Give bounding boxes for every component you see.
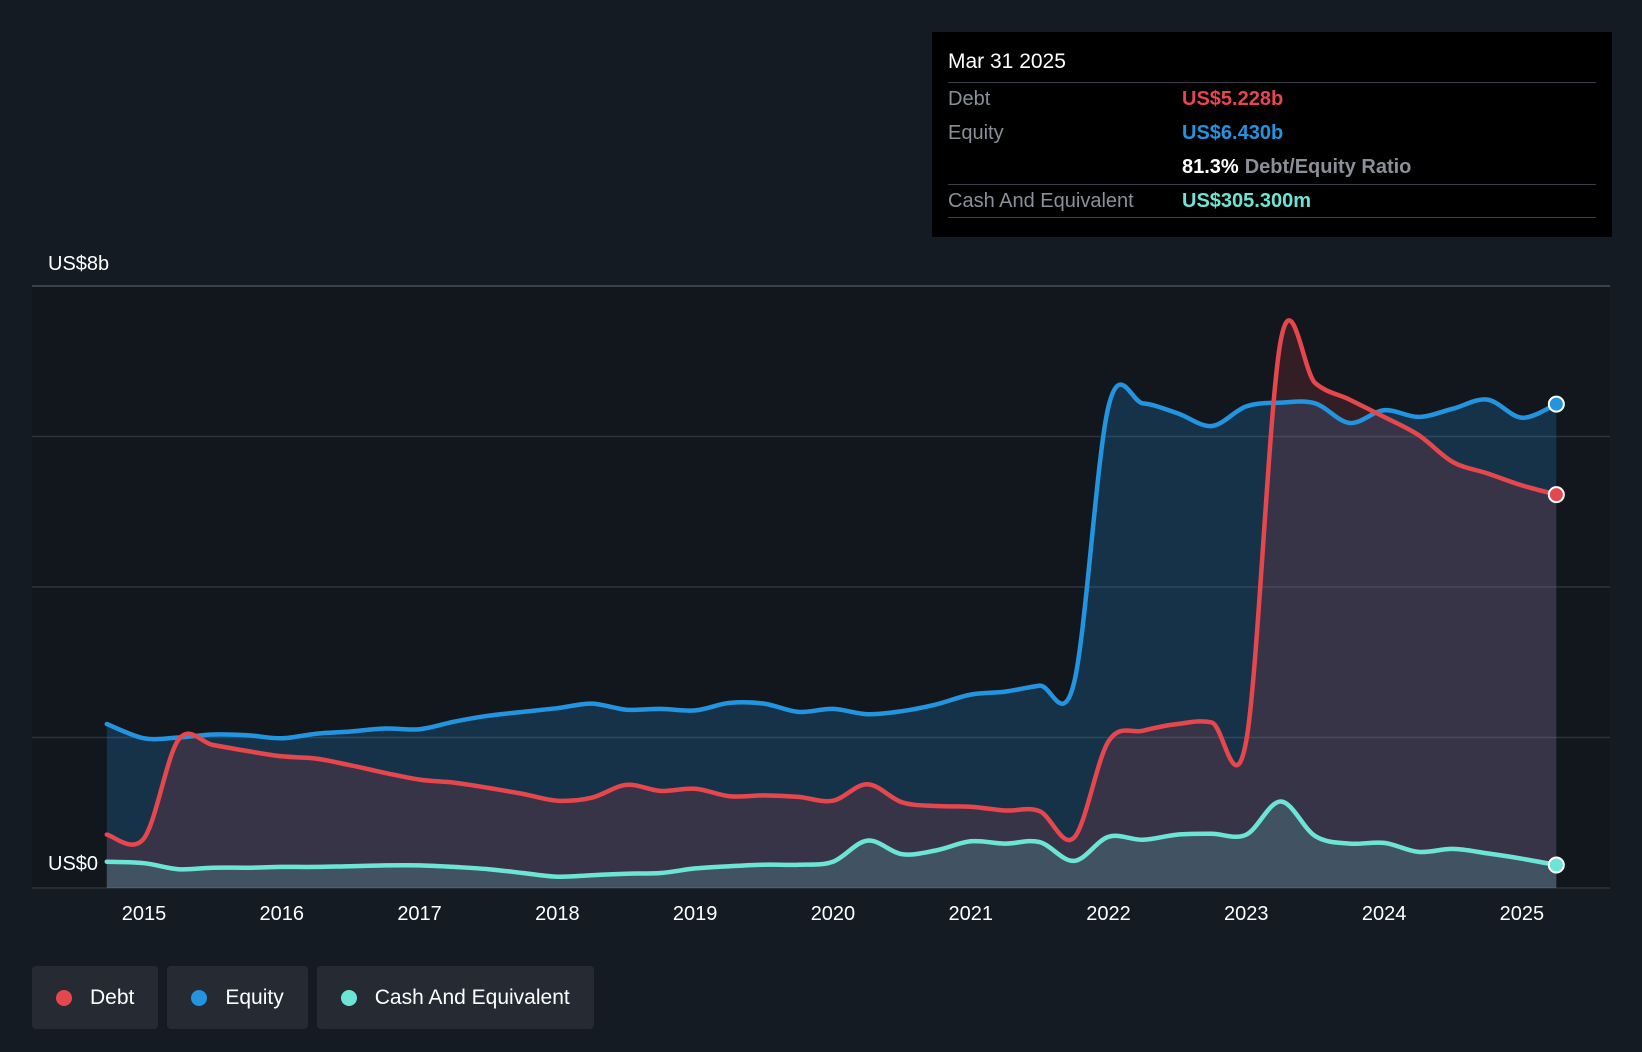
x-tick-label: 2025 <box>1500 903 1545 925</box>
equity-area <box>106 384 1557 888</box>
tooltip-cash-value: US$305.300m <box>1182 189 1311 212</box>
legend-label-cash: Cash And Equivalent <box>374 985 570 1009</box>
tooltip-ratio-row: 81.3% Debt/Equity Ratio <box>948 150 1596 184</box>
equity-line <box>104 382 1559 742</box>
y-axis-min-label: US$0 <box>48 853 98 875</box>
series-lines <box>104 318 1559 880</box>
x-tick-label: 2020 <box>811 903 856 925</box>
cash-line <box>104 799 1559 880</box>
tooltip-cash-row: Cash And Equivalent US$305.300m <box>948 184 1596 218</box>
x-tick-label: 2019 <box>673 903 718 925</box>
legend-item-debt[interactable]: Debt <box>32 966 159 1029</box>
legend-dot-equity-icon <box>191 989 208 1006</box>
series-end-markers[interactable] <box>1547 395 1565 874</box>
data-tooltip: Mar 31 2025 Debt US$5.228b Equity US$6.4… <box>932 32 1612 237</box>
tooltip-equity-value: US$6.430b <box>1182 121 1284 144</box>
x-tick-label: 2022 <box>1086 903 1131 925</box>
debt-area <box>106 320 1557 888</box>
tooltip-debt-label: Debt <box>948 88 991 110</box>
cash-area <box>106 801 1557 888</box>
tooltip-equity-row: Equity US$6.430b <box>948 116 1596 150</box>
debt-end-marker[interactable] <box>1547 486 1565 504</box>
cash-end-marker[interactable] <box>1547 856 1565 874</box>
chart-legend: Debt Equity Cash And Equivalent <box>32 966 594 1029</box>
debt-line <box>104 318 1559 847</box>
x-tick-label: 2015 <box>122 903 167 925</box>
tooltip-ratio-label: Debt/Equity Ratio <box>1244 155 1412 178</box>
legend-dot-cash-icon <box>340 989 357 1006</box>
legend-label-debt: Debt <box>90 985 135 1009</box>
series-areas <box>106 320 1557 888</box>
equity-end-marker[interactable] <box>1547 395 1565 413</box>
x-axis-ticks: 2015 2016 2017 2018 2019 2020 2021 2022 2023 2024… <box>122 903 1544 925</box>
legend-item-cash[interactable]: Cash And Equivalent <box>316 966 594 1029</box>
x-tick-label: 2016 <box>260 903 305 925</box>
x-tick-label: 2017 <box>397 903 442 925</box>
legend-dot-debt-icon <box>56 989 72 1006</box>
y-axis-max-label: US$8b <box>48 253 109 275</box>
tooltip-cash-label: Cash And Equivalent <box>948 189 1134 212</box>
tooltip-ratio-value: 81.3% <box>1182 155 1239 178</box>
legend-item-equity[interactable]: Equity <box>167 966 308 1029</box>
x-tick-label: 2021 <box>948 903 993 925</box>
x-tick-label: 2023 <box>1224 903 1269 925</box>
x-tick-label: 2024 <box>1362 903 1407 925</box>
legend-label-equity: Equity <box>225 985 284 1009</box>
tooltip-debt-value: US$5.228b <box>1182 88 1284 110</box>
x-tick-label: 2018 <box>535 903 580 925</box>
tooltip-equity-label: Equity <box>948 121 1004 144</box>
tooltip-debt-row: Debt US$5.228b <box>948 82 1596 116</box>
tooltip-date: Mar 31 2025 <box>948 50 1066 73</box>
